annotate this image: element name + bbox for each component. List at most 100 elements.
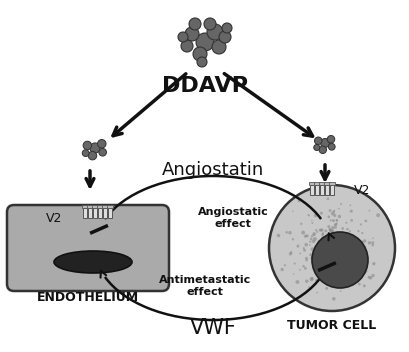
Circle shape	[328, 268, 330, 270]
Circle shape	[334, 249, 337, 251]
Circle shape	[344, 240, 347, 244]
Circle shape	[341, 246, 344, 250]
Circle shape	[314, 246, 316, 249]
Circle shape	[312, 237, 316, 241]
Circle shape	[315, 292, 317, 293]
Circle shape	[184, 27, 198, 41]
Circle shape	[334, 244, 338, 247]
Circle shape	[332, 232, 335, 235]
Circle shape	[319, 212, 322, 215]
Bar	[97, 205, 103, 208]
Circle shape	[322, 274, 325, 277]
Circle shape	[196, 33, 213, 51]
Circle shape	[329, 245, 333, 249]
Circle shape	[314, 229, 316, 231]
Bar	[108, 208, 112, 218]
Circle shape	[350, 219, 352, 222]
Circle shape	[368, 276, 371, 279]
Circle shape	[331, 248, 333, 250]
Circle shape	[326, 136, 334, 143]
Circle shape	[336, 254, 339, 258]
Circle shape	[296, 245, 299, 247]
Circle shape	[315, 254, 319, 258]
Circle shape	[333, 223, 336, 226]
Circle shape	[328, 277, 331, 281]
Circle shape	[326, 238, 328, 240]
Circle shape	[330, 244, 331, 246]
Bar	[83, 208, 87, 218]
Circle shape	[178, 32, 188, 42]
Circle shape	[305, 234, 308, 237]
Circle shape	[360, 274, 361, 276]
Circle shape	[314, 261, 317, 265]
Circle shape	[297, 200, 299, 202]
Circle shape	[367, 241, 370, 245]
Circle shape	[330, 247, 332, 249]
Circle shape	[347, 247, 351, 251]
Circle shape	[364, 254, 366, 256]
Circle shape	[310, 257, 313, 260]
Circle shape	[324, 236, 326, 238]
Text: Angiostatin: Angiostatin	[162, 161, 263, 179]
Circle shape	[334, 224, 335, 226]
Circle shape	[189, 18, 200, 30]
Circle shape	[328, 255, 330, 258]
Circle shape	[345, 228, 348, 230]
Circle shape	[325, 245, 326, 247]
Circle shape	[324, 287, 327, 290]
Circle shape	[337, 247, 338, 249]
Circle shape	[328, 247, 332, 251]
Circle shape	[339, 203, 341, 205]
Circle shape	[325, 244, 329, 248]
Circle shape	[357, 256, 359, 258]
Circle shape	[348, 274, 353, 278]
Circle shape	[361, 269, 364, 271]
Circle shape	[333, 266, 337, 270]
Circle shape	[315, 260, 319, 264]
Circle shape	[292, 211, 293, 212]
Circle shape	[323, 257, 325, 258]
Bar	[309, 185, 313, 195]
Circle shape	[193, 47, 207, 61]
Circle shape	[331, 245, 335, 248]
Circle shape	[276, 234, 280, 237]
Bar	[93, 208, 97, 218]
Circle shape	[329, 252, 332, 255]
Circle shape	[320, 247, 322, 249]
Circle shape	[327, 215, 329, 218]
Circle shape	[344, 266, 346, 268]
Circle shape	[323, 243, 325, 245]
Circle shape	[323, 278, 326, 282]
Circle shape	[325, 259, 328, 263]
Circle shape	[338, 247, 341, 251]
Circle shape	[320, 138, 329, 147]
Circle shape	[317, 240, 318, 241]
Circle shape	[330, 232, 332, 234]
Circle shape	[321, 249, 322, 251]
Circle shape	[344, 260, 348, 264]
Circle shape	[319, 229, 321, 231]
Circle shape	[329, 252, 332, 254]
Circle shape	[315, 252, 316, 253]
Circle shape	[292, 273, 294, 275]
Circle shape	[330, 253, 333, 257]
Text: V2: V2	[46, 212, 62, 225]
Bar	[324, 185, 328, 195]
Circle shape	[341, 260, 342, 262]
Circle shape	[326, 225, 329, 228]
Circle shape	[82, 150, 89, 157]
Circle shape	[331, 246, 333, 248]
Circle shape	[317, 260, 321, 263]
Circle shape	[308, 287, 309, 288]
Circle shape	[361, 246, 364, 249]
Circle shape	[346, 268, 348, 270]
Circle shape	[335, 249, 337, 250]
Circle shape	[330, 255, 333, 259]
Circle shape	[322, 252, 324, 254]
Circle shape	[320, 272, 321, 274]
Circle shape	[330, 240, 332, 241]
Circle shape	[354, 241, 356, 242]
Circle shape	[359, 267, 361, 269]
Bar	[313, 182, 319, 185]
Circle shape	[327, 251, 331, 254]
